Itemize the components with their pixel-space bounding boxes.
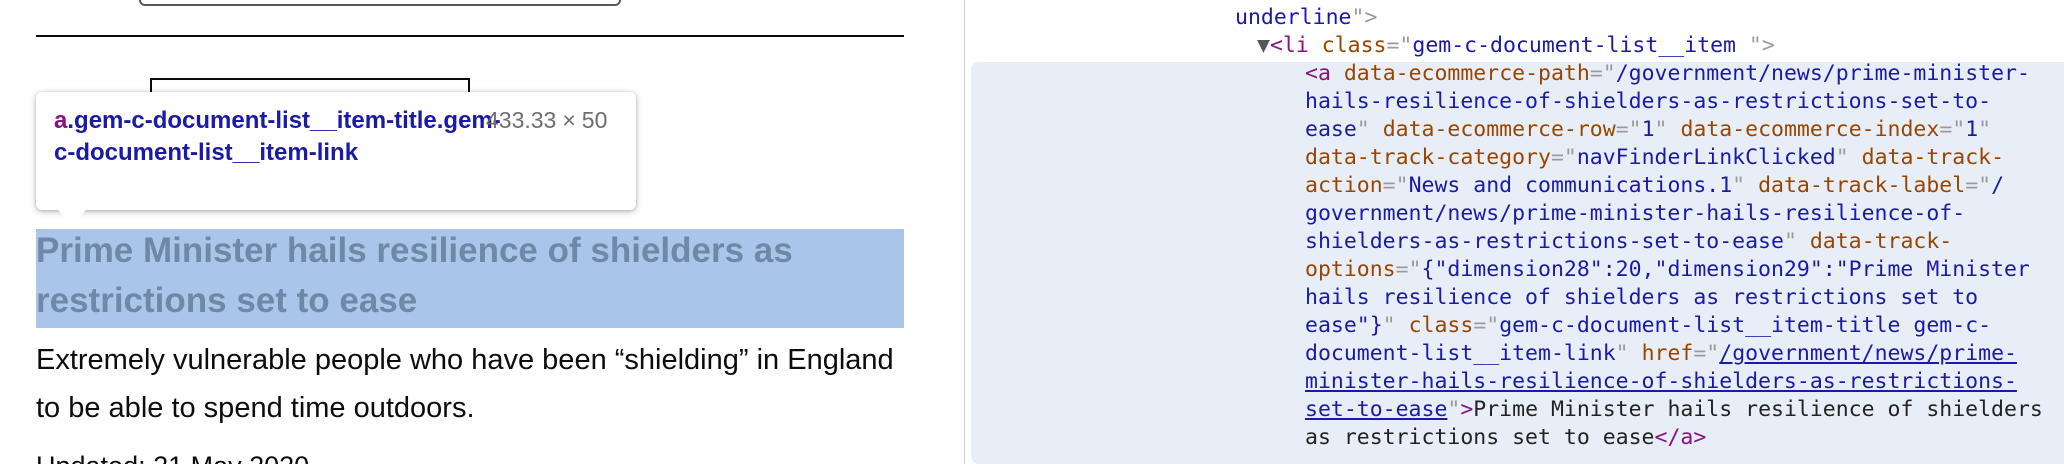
element-highlight-overlay <box>36 229 904 328</box>
tooltip-dimensions: 433.33 × 50 <box>486 107 607 134</box>
dom-node-a-line[interactable]: set-to-ease">Prime Minister hails resili… <box>1305 397 2043 422</box>
dom-node-a-line[interactable]: ease"}" class="gem-c-document-list__item… <box>1305 313 1992 338</box>
tooltip-arrow <box>58 210 86 224</box>
href-link[interactable]: /government/news/prime- <box>1719 341 2017 366</box>
dom-node-a-line[interactable]: action="News and communications.1" data-… <box>1305 173 2005 198</box>
dom-node-a-line[interactable]: government/news/prime-minister-hails-res… <box>1305 201 1966 226</box>
elements-panel: underline"> ▼<li class="gem-c-document-l… <box>965 0 2064 464</box>
section-divider <box>36 35 904 37</box>
dom-node-a-line[interactable]: data-track-category="navFinderLinkClicke… <box>1305 145 2005 170</box>
tooltip-tag-name: a <box>54 107 68 134</box>
dom-node-a-line[interactable]: options="{"dimension28":20,"dimension29"… <box>1305 257 2030 282</box>
dom-node-a-line[interactable]: as restrictions set to ease</a> <box>1305 425 1707 450</box>
search-box-bottom-edge[interactable] <box>139 0 621 6</box>
tooltip-selector: a.gem-c-document-list__item-title.gem-c-… <box>54 105 504 169</box>
dom-node-li[interactable]: ▼<li class="gem-c-document-list__item "> <box>1257 33 1775 58</box>
result-updated-date: Updated: 21 May 2020 <box>36 450 309 464</box>
href-link[interactable]: set-to-ease <box>1305 397 1448 422</box>
page-viewport: Prime Minister hails resilience of shiel… <box>0 0 964 464</box>
href-link[interactable]: minister-hails-resilience-of-shielders-a… <box>1305 369 2017 394</box>
inspect-tooltip: a.gem-c-document-list__item-title.gem-c-… <box>36 92 636 224</box>
collapse-triangle-icon[interactable]: ▼ <box>1257 33 1270 58</box>
dom-node-a-line[interactable]: minister-hails-resilience-of-shielders-a… <box>1305 368 2017 396</box>
dom-node-a-line[interactable]: hails resilience of shielders as restric… <box>1305 285 1979 310</box>
selected-node-background <box>971 62 2064 464</box>
pane-splitter[interactable] <box>964 0 965 464</box>
node-text-content: Prime Minister hails resilience of shiel… <box>1473 397 2043 422</box>
tooltip-class-list: .gem-c-document-list__item-title.gem-c-d… <box>54 107 501 166</box>
dom-node-a-line[interactable]: hails-resilience-of-shielders-as-restric… <box>1305 89 1992 114</box>
dom-node-a-line[interactable]: <a data-ecommerce-path="/government/news… <box>1305 61 2030 86</box>
result-summary: Extremely vulnerable people who have bee… <box>36 344 894 424</box>
result-title-link[interactable]: Prime Minister hails resilience of shiel… <box>36 231 793 320</box>
dom-node-a-line[interactable]: shielders-as-restrictions-set-to-ease" d… <box>1305 229 1953 254</box>
dom-node-a-line[interactable]: document-list__item-link" href="/governm… <box>1305 341 2017 366</box>
dom-line[interactable]: underline"> <box>1235 5 1378 30</box>
tooltip-width: 433.33 <box>486 107 557 133</box>
dom-node-a-line[interactable]: ease" data-ecommerce-row="1" data-ecomme… <box>1305 117 1992 142</box>
tooltip-height: 50 <box>581 107 608 133</box>
tooltip-times-sign: × <box>562 107 576 133</box>
node-text-content: as restrictions set to ease <box>1305 425 1655 450</box>
